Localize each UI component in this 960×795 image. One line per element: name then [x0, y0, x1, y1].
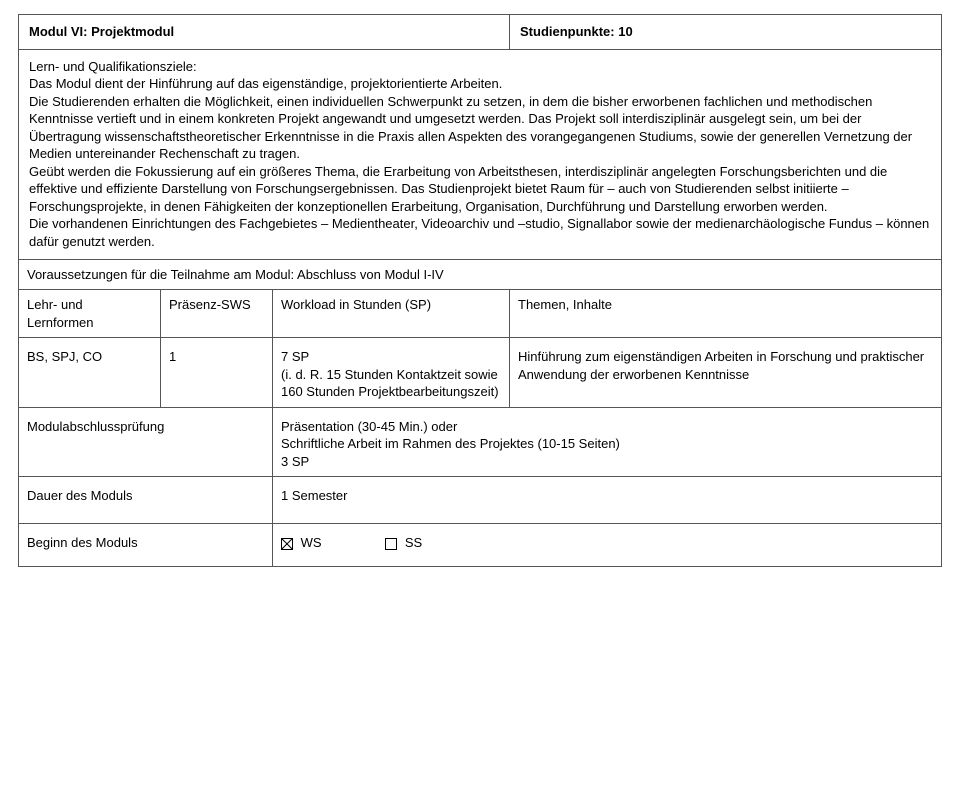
col-themen: Themen, Inhalte: [510, 290, 942, 338]
prereq-cell: Voraussetzungen für die Teilnahme am Mod…: [19, 259, 942, 290]
start-label: Beginn des Moduls: [19, 524, 273, 567]
ws-option: WS: [281, 534, 322, 552]
column-headers: Lehr- und Lernformen Präsenz-SWS Workloa…: [19, 290, 942, 338]
row1-c1: BS, SPJ, CO: [19, 338, 161, 408]
duration-value: 1 Semester: [273, 477, 942, 524]
exam-row: Modulabschlussprüfung Präsentation (30-4…: [19, 407, 942, 477]
start-row: Beginn des Moduls WS SS: [19, 524, 942, 567]
ws-checkbox-icon: [281, 538, 293, 550]
title-row: Modul VI: Projektmodul Studienpunkte: 10: [19, 15, 942, 50]
duration-label: Dauer des Moduls: [19, 477, 273, 524]
duration-row: Dauer des Moduls 1 Semester: [19, 477, 942, 524]
row1-c4: Hinführung zum eigenständigen Arbeiten i…: [510, 338, 942, 408]
ws-label: WS: [301, 535, 322, 550]
row1-c2: 1: [161, 338, 273, 408]
col-sws: Präsenz-SWS: [161, 290, 273, 338]
goals-body: Das Modul dient der Hinführung auf das e…: [29, 76, 929, 249]
ss-checkbox-icon: [385, 538, 397, 550]
ss-label: SS: [405, 535, 422, 550]
goals-cell: Lern- und Qualifikationsziele: Das Modul…: [19, 49, 942, 259]
page: Modul VI: Projektmodul Studienpunkte: 10…: [0, 0, 960, 795]
goals-row: Lern- und Qualifikationsziele: Das Modul…: [19, 49, 942, 259]
data-row-1: BS, SPJ, CO 1 7 SP (i. d. R. 15 Stunden …: [19, 338, 942, 408]
module-title: Modul VI: Projektmodul: [19, 15, 510, 50]
ss-option: SS: [385, 534, 422, 552]
exam-label: Modulabschlussprüfung: [19, 407, 273, 477]
col-workload: Workload in Stunden (SP): [273, 290, 510, 338]
start-value: WS SS: [273, 524, 942, 567]
row1-c3: 7 SP (i. d. R. 15 Stunden Kontaktzeit so…: [273, 338, 510, 408]
module-table: Modul VI: Projektmodul Studienpunkte: 10…: [18, 14, 942, 567]
goals-heading: Lern- und Qualifikationsziele:: [29, 59, 197, 74]
col-lehrformen: Lehr- und Lernformen: [19, 290, 161, 338]
prereq-row: Voraussetzungen für die Teilnahme am Mod…: [19, 259, 942, 290]
credits-label: Studienpunkte: 10: [510, 15, 942, 50]
exam-value: Präsentation (30-45 Min.) oder Schriftli…: [273, 407, 942, 477]
